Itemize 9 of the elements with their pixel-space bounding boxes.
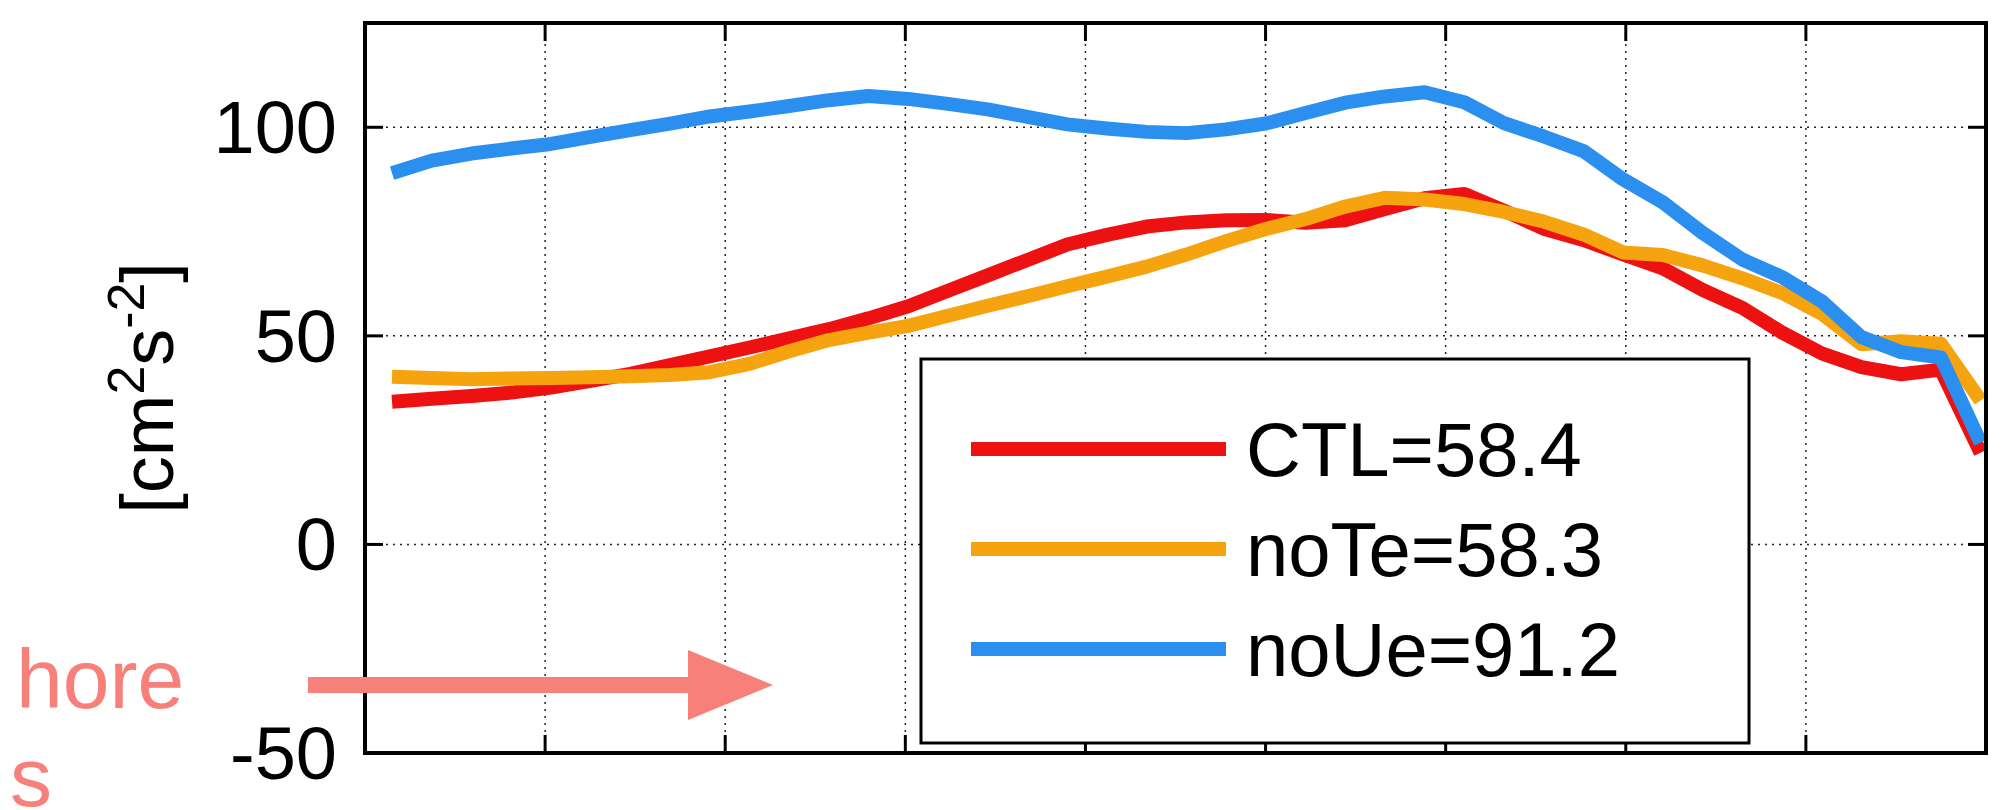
legend-label: CTL=58.4 [1246,406,1582,492]
y-tick-label: -50 [230,711,337,795]
text: s [10,730,52,810]
legend-label: noUe=91.2 [1246,606,1620,692]
text: hore [16,632,185,726]
y-tick-label: 0 [295,503,337,587]
y-tick-label: 100 [213,86,337,170]
y-tick-label: 50 [254,294,337,378]
legend-label: noTe=58.3 [1246,506,1604,592]
